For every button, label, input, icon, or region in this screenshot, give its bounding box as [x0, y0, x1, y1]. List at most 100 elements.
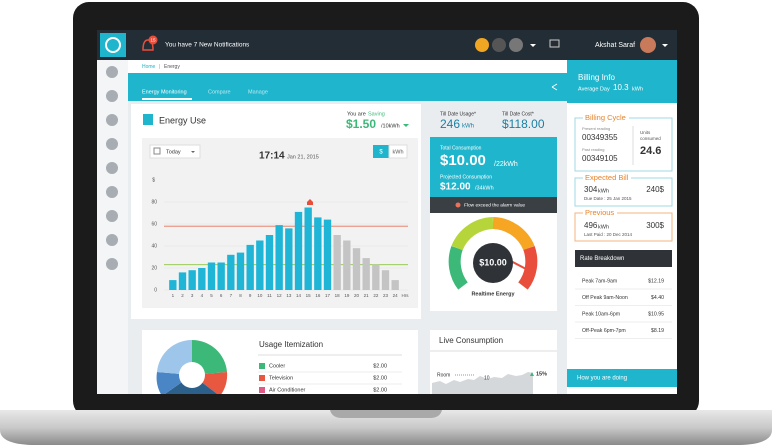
laptop-base: [0, 410, 772, 445]
item-name: Cooler: [269, 363, 285, 369]
bar: [256, 240, 264, 290]
clock-time: 17:14: [259, 151, 285, 162]
y-tick-label: 60: [151, 221, 157, 227]
past-value: 00349105: [582, 154, 618, 163]
x-tick-label: 21: [364, 293, 370, 298]
bell-icon[interactable]: [142, 39, 154, 51]
total-unit: /22kWh: [494, 161, 518, 168]
breadcrumb-bar: [128, 60, 567, 73]
x-tick-label: 7: [230, 293, 233, 298]
bar: [275, 225, 283, 290]
nav-icon[interactable]: [106, 258, 118, 270]
item-name: Television: [269, 375, 293, 381]
x-tick-label: 18: [335, 293, 341, 298]
avatar[interactable]: [509, 38, 523, 52]
notification-text[interactable]: You have 7 New Notifications: [165, 42, 250, 49]
paid-date: Last Paid : 20 Dec 2014: [584, 232, 633, 237]
saving-amount: $1.50: [346, 117, 376, 131]
avatar[interactable]: [475, 38, 489, 52]
billing-header: [567, 60, 677, 103]
y-tick-label: 0: [154, 287, 157, 293]
expected-unit: kWh: [598, 188, 609, 194]
x-tick-label: 3: [191, 293, 194, 298]
item-amount: $2.00: [373, 387, 387, 393]
till-usage-unit: kWh: [462, 124, 474, 130]
legend-swatch: [259, 375, 265, 381]
nav-icon[interactable]: [106, 114, 118, 126]
till-usage-label: Till Date Usage*: [440, 111, 476, 117]
bar: [265, 235, 274, 290]
x-tick-label: 23: [383, 293, 389, 298]
x-tick-label: 19: [344, 293, 350, 298]
bar: [198, 268, 206, 290]
doing-label[interactable]: How you are doing: [577, 376, 627, 382]
breadcrumb-current: Energy: [164, 64, 180, 70]
toggle-energy[interactable]: [388, 144, 408, 159]
rate-period: Off-Peak 6pm-7pm: [582, 328, 626, 334]
breadcrumb-link[interactable]: Home: [142, 64, 156, 70]
box-title: Previous: [585, 208, 614, 217]
period-dropdown[interactable]: [149, 144, 201, 159]
nav-icon[interactable]: [106, 66, 118, 78]
bar: [314, 217, 322, 290]
till-usage-value: 246: [440, 117, 460, 131]
nav-icon[interactable]: [106, 234, 118, 246]
chart-icon: [143, 114, 153, 125]
projected-unit: /34kWh: [475, 185, 494, 191]
bar: [352, 248, 361, 290]
saving-unit: /10kWh: [381, 123, 400, 129]
share-icon[interactable]: [551, 83, 558, 91]
toggle-currency[interactable]: [373, 145, 389, 158]
logo[interactable]: [100, 33, 126, 57]
x-tick-label: 22: [373, 293, 379, 298]
y-tick-label: 40: [151, 243, 157, 249]
nav-icon[interactable]: [106, 90, 118, 102]
due-date: Due Date : 25 Jan 2015: [584, 196, 632, 201]
avatar[interactable]: [492, 38, 506, 52]
expected-amount: 240$: [646, 185, 664, 194]
nav-icon[interactable]: [106, 186, 118, 198]
tab[interactable]: Compare: [208, 89, 231, 95]
bar: [285, 228, 293, 290]
total-value: $10.00: [440, 152, 486, 169]
user-avatar[interactable]: [640, 37, 656, 53]
saving-prefix: You are: [347, 111, 366, 117]
up-arrow: [530, 372, 534, 376]
x-tick-label: 11: [267, 293, 272, 298]
nav-icon[interactable]: [106, 210, 118, 222]
sidebar-icons: [106, 66, 118, 270]
previous-box: [574, 212, 673, 242]
dropdown-caret[interactable]: [530, 44, 536, 47]
doing-bar: [567, 369, 677, 387]
room-value: 10: [484, 375, 490, 381]
bar: [246, 244, 254, 290]
bar: [362, 258, 370, 290]
nav-icon[interactable]: [106, 162, 118, 174]
x-tick-label: 24: [393, 293, 399, 298]
period-label: Today: [166, 149, 181, 155]
expected-energy: 304: [584, 185, 598, 194]
logo-mark: [105, 37, 121, 53]
total-label: Total Consumption: [440, 145, 482, 151]
x-axis-label: Hrs: [402, 293, 410, 298]
bar: [227, 254, 235, 290]
x-tick-label: 9: [249, 293, 252, 298]
change-value: 15%: [536, 371, 547, 377]
left-sidebar: [97, 60, 128, 394]
user-name[interactable]: Akshat Saraf: [595, 42, 635, 49]
calendar-icon: [153, 147, 161, 155]
bar: [391, 280, 399, 290]
tab-underline: [142, 98, 192, 100]
nav-icon[interactable]: [106, 138, 118, 150]
saving-caret: [403, 124, 409, 127]
tab[interactable]: Manage: [248, 89, 268, 95]
top-bar: [97, 30, 677, 60]
tab-bar: [128, 73, 567, 101]
dropdown-caret[interactable]: [662, 44, 668, 47]
chat-icon[interactable]: [549, 39, 560, 48]
y-tick-label: 20: [151, 265, 157, 271]
tab-active[interactable]: Energy Monitoring: [142, 89, 187, 95]
item-amount: $2.00: [373, 363, 387, 369]
box-title-bg: [583, 208, 617, 217]
